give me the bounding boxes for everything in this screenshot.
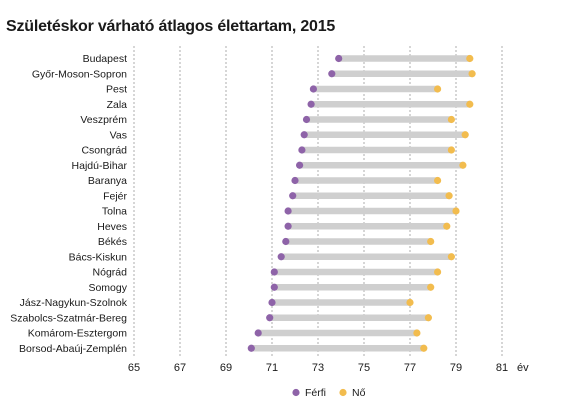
- legend-label-no: Nő: [352, 387, 366, 399]
- point-ferfi: [254, 329, 262, 337]
- point-ferfi: [328, 70, 336, 78]
- row-label: Somogy: [88, 282, 127, 294]
- point-ferfi: [300, 131, 308, 139]
- row-label: Fejér: [103, 190, 127, 202]
- point-no: [459, 161, 467, 169]
- point-no: [424, 314, 432, 322]
- point-no: [427, 237, 435, 246]
- row-label: Szabolcs-Szatmár-Bereg: [10, 312, 127, 324]
- point-no: [434, 176, 442, 185]
- point-ferfi: [309, 85, 317, 93]
- row-label: Veszprém: [80, 114, 127, 126]
- row-label: Vas: [110, 129, 127, 141]
- x-axis: 65 67 69 71 73 75 77 79 81 év: [128, 362, 529, 374]
- point-ferfi: [298, 146, 306, 154]
- legend-marker-ferfi: [292, 388, 300, 397]
- row-label: Borsod-Abaúj-Zemplén: [19, 343, 127, 355]
- point-no: [445, 192, 453, 200]
- point-ferfi: [266, 314, 274, 322]
- point-ferfi: [282, 237, 290, 246]
- x-tick-label: 79: [450, 362, 462, 374]
- point-no: [406, 298, 414, 307]
- row-label: Pest: [106, 84, 127, 96]
- point-no: [427, 283, 435, 291]
- point-no: [447, 253, 455, 261]
- point-ferfi: [307, 100, 315, 108]
- point-ferfi: [247, 344, 255, 352]
- x-tick-label: 73: [312, 362, 324, 374]
- legend-marker-no: [339, 388, 347, 397]
- x-tick-label: 81: [496, 362, 508, 374]
- point-ferfi: [284, 207, 292, 215]
- x-axis-unit: év: [517, 362, 529, 374]
- row-label: Bács-Kiskun: [69, 251, 128, 263]
- row-label: Hajdú-Bihar: [72, 160, 128, 172]
- point-ferfi: [284, 222, 292, 230]
- x-tick-label: 65: [128, 362, 140, 374]
- row-label: Komárom-Esztergom: [28, 328, 127, 340]
- grid-lines: [133, 46, 503, 356]
- row-label: Győr-Moson-Sopron: [32, 68, 127, 80]
- point-no: [461, 131, 469, 139]
- point-no: [420, 344, 428, 352]
- row-label: Budapest: [83, 53, 127, 65]
- x-tick-label: 67: [174, 362, 186, 374]
- x-tick-label: 69: [220, 362, 232, 374]
- dumbbell-rows: Budapest Győr-Moson-Sopron Pest Zala Veszpré…: [10, 53, 476, 355]
- point-ferfi: [268, 298, 276, 307]
- point-ferfi: [270, 268, 278, 276]
- point-no: [434, 85, 442, 93]
- legend: Férfi Nő: [292, 387, 366, 399]
- chart-title: Születéskor várható átlagos élettartam, …: [6, 18, 336, 35]
- point-no: [413, 329, 421, 337]
- row-label: Jász-Nagykun-Szolnok: [20, 297, 128, 309]
- point-ferfi: [291, 176, 299, 185]
- point-no: [447, 115, 455, 124]
- row-label: Tolna: [102, 206, 127, 218]
- row-label: Békés: [98, 236, 127, 248]
- point-no: [434, 268, 442, 276]
- point-ferfi: [302, 115, 311, 124]
- point-ferfi: [289, 192, 297, 200]
- point-no: [466, 100, 474, 108]
- point-ferfi: [277, 253, 285, 261]
- point-ferfi: [270, 283, 278, 291]
- row-label: Nógrád: [93, 267, 128, 279]
- point-no: [468, 70, 476, 78]
- x-tick-label: 75: [358, 362, 370, 374]
- point-ferfi: [335, 54, 343, 63]
- row-label: Heves: [97, 221, 127, 233]
- point-no: [443, 222, 451, 230]
- point-no: [466, 54, 474, 63]
- x-tick-label: 77: [404, 362, 416, 374]
- point-ferfi: [296, 161, 304, 169]
- row-label: Zala: [107, 99, 128, 111]
- legend-label-ferfi: Férfi: [305, 387, 326, 399]
- row-label: Baranya: [88, 175, 127, 187]
- row-label: Csongrád: [81, 145, 127, 157]
- point-no: [447, 146, 455, 154]
- x-tick-label: 71: [266, 362, 278, 374]
- point-no: [452, 207, 460, 215]
